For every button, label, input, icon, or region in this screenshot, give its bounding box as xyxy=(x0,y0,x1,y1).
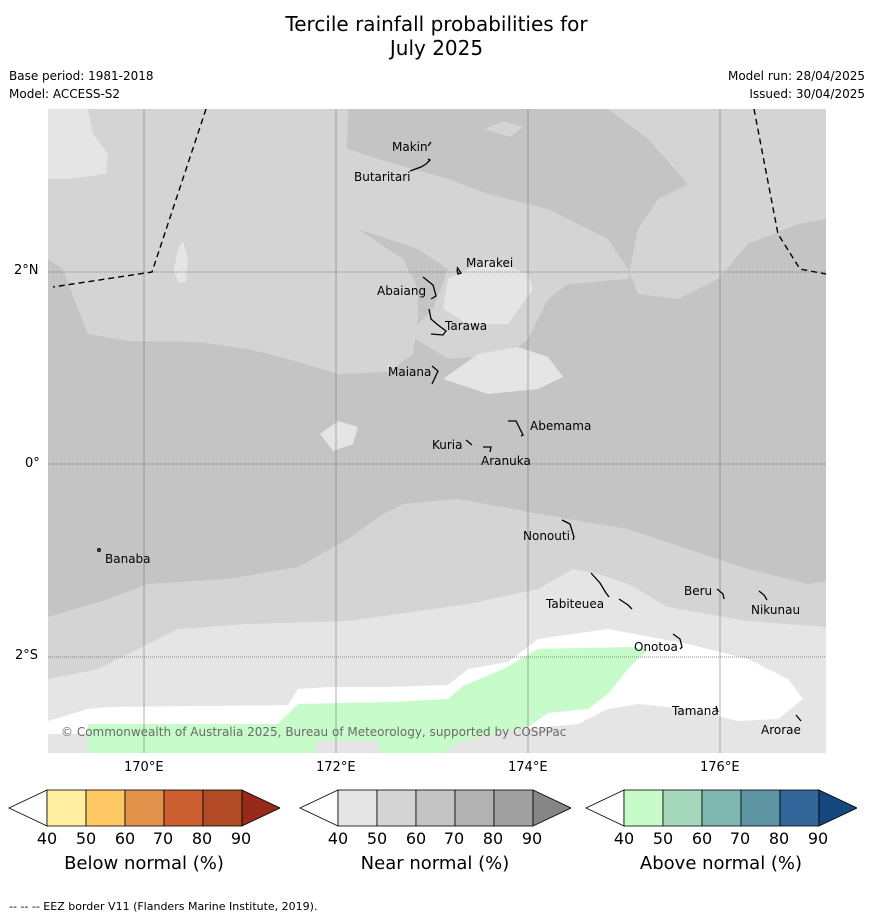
near-normal-50-60-north xyxy=(48,109,826,359)
colorbar-extend-high xyxy=(241,789,280,827)
title-line-2: July 2025 xyxy=(389,36,484,60)
colorbar-segment xyxy=(662,789,703,827)
colorbar-segment xyxy=(779,789,820,827)
tick-label: 60 xyxy=(405,829,427,848)
island-label: Tabiteuea xyxy=(545,597,604,611)
tick-label: 70 xyxy=(443,829,465,848)
island-label: Tarawa xyxy=(444,319,487,333)
tick-label: 40 xyxy=(613,829,635,848)
near-normal-40-50-patch-2 xyxy=(443,347,563,394)
lon-label-172e: 172°E xyxy=(316,760,356,775)
map-title: Tercile rainfall probabilities for July … xyxy=(0,12,873,60)
tick-label: 50 xyxy=(652,829,674,848)
tick-label: 80 xyxy=(482,829,504,848)
island-label: Banaba xyxy=(105,552,151,566)
tick-label: 50 xyxy=(75,829,97,848)
above-normal-title: Above normal (%) xyxy=(639,853,803,874)
island-label: Arorae xyxy=(761,723,801,737)
lon-label-170e: 170°E xyxy=(124,760,164,775)
island-label: Abaiang xyxy=(377,284,426,298)
island-label: Nonouti xyxy=(523,529,570,543)
colorbar-extend-low xyxy=(585,789,625,827)
tick-label: 70 xyxy=(152,829,174,848)
colorbar-extend-low xyxy=(8,789,48,827)
island-label: Onotoa xyxy=(634,640,678,654)
latitude-lines xyxy=(48,271,826,658)
colorbar-segment xyxy=(46,789,87,827)
tick-label: 70 xyxy=(729,829,751,848)
title-line-1: Tercile rainfall probabilities for xyxy=(285,12,588,36)
eez-border xyxy=(52,109,826,288)
island-label: Makin xyxy=(392,140,428,154)
tick-label: 60 xyxy=(691,829,713,848)
tick-label: 40 xyxy=(327,829,349,848)
probability-map: Makin Butaritari Marakei Abaiang Tarawa … xyxy=(48,109,826,753)
below-normal-title: Below normal (%) xyxy=(64,853,224,874)
island-label: Butaritari xyxy=(354,170,411,184)
lat-label-0: 0° xyxy=(25,456,40,471)
island-label: Kuria xyxy=(432,438,463,452)
near-normal-40-50-patch-3 xyxy=(320,421,358,451)
colorbar-segment xyxy=(701,789,742,827)
below-normal-colorbar xyxy=(8,789,280,827)
near-normal-40-50-sw xyxy=(48,734,88,753)
colorbar-segment xyxy=(740,789,781,827)
lat-label-2n: 2°N xyxy=(14,263,39,278)
near-normal-colorbar xyxy=(299,789,571,827)
island-label: Maiana xyxy=(388,365,431,379)
island-outlines xyxy=(97,141,802,722)
near-normal-40-50-patch-5 xyxy=(316,741,378,753)
base-period: Base period: 1981-2018 xyxy=(9,69,154,83)
island-label: Aranuka xyxy=(481,454,531,468)
above-normal-colorbar xyxy=(585,789,857,827)
above-normal-40-50-region xyxy=(88,647,648,753)
tick-label: 90 xyxy=(807,829,829,848)
island-label: Abemama xyxy=(530,419,591,433)
issued-date: Issued: 30/04/2025 xyxy=(749,87,865,101)
model-name: Model: ACCESS-S2 xyxy=(9,87,121,101)
near-normal-40-50-northwest xyxy=(48,109,108,179)
near-normal-title: Near normal (%) xyxy=(360,853,510,874)
colorbar-segment xyxy=(124,789,165,827)
lon-label-174e: 174°E xyxy=(508,760,548,775)
colorbar-segment xyxy=(85,789,126,827)
tick-label: 50 xyxy=(366,829,388,848)
lat-label-2s: 2°S xyxy=(15,648,39,663)
island-labels: Makin Butaritari Marakei Abaiang Tarawa … xyxy=(105,140,801,737)
colorbar-segment xyxy=(337,789,378,827)
colorbar-segment xyxy=(415,789,456,827)
copyright-notice: © Commonwealth of Australia 2025, Bureau… xyxy=(61,725,566,739)
grid-lines xyxy=(143,109,721,753)
colorbar-extend-high xyxy=(818,789,857,827)
island-label: Beru xyxy=(684,584,712,598)
colorbar-segment xyxy=(376,789,417,827)
lon-label-176e: 176°E xyxy=(700,760,740,775)
colorbar-segment xyxy=(454,789,495,827)
near-normal-50-60-west xyxy=(48,109,418,374)
model-run-date: Model run: 28/04/2025 xyxy=(727,69,865,83)
tick-label: 40 xyxy=(36,829,58,848)
island-label: Nikunau xyxy=(751,603,800,617)
colorbar-segment xyxy=(202,789,243,827)
eez-legend-note: -- -- -- EEZ border V11 (Flanders Marine… xyxy=(9,900,318,913)
near-normal-50-60-patch xyxy=(485,121,523,137)
tick-label: 80 xyxy=(768,829,790,848)
run-info: Model run: 28/04/2025 Issued: 30/04/2025 xyxy=(728,67,865,103)
colorbar-segment xyxy=(493,789,534,827)
near-normal-40-50-patch-4 xyxy=(174,241,188,283)
colorbar-extend-low xyxy=(299,789,339,827)
model-info: Base period: 1981-2018 Model: ACCESS-S2 xyxy=(9,67,154,103)
tick-label: 80 xyxy=(191,829,213,848)
tick-label: 90 xyxy=(521,829,543,848)
island-label: Marakei xyxy=(466,256,513,270)
island-label: Tamana xyxy=(671,704,719,718)
colorbar-segment xyxy=(163,789,204,827)
colorbar-segment xyxy=(623,789,664,827)
near-normal-40-50-patch-1 xyxy=(443,259,533,324)
tick-label: 60 xyxy=(114,829,136,848)
colorbar-extend-high xyxy=(532,789,571,827)
tick-label: 90 xyxy=(230,829,252,848)
